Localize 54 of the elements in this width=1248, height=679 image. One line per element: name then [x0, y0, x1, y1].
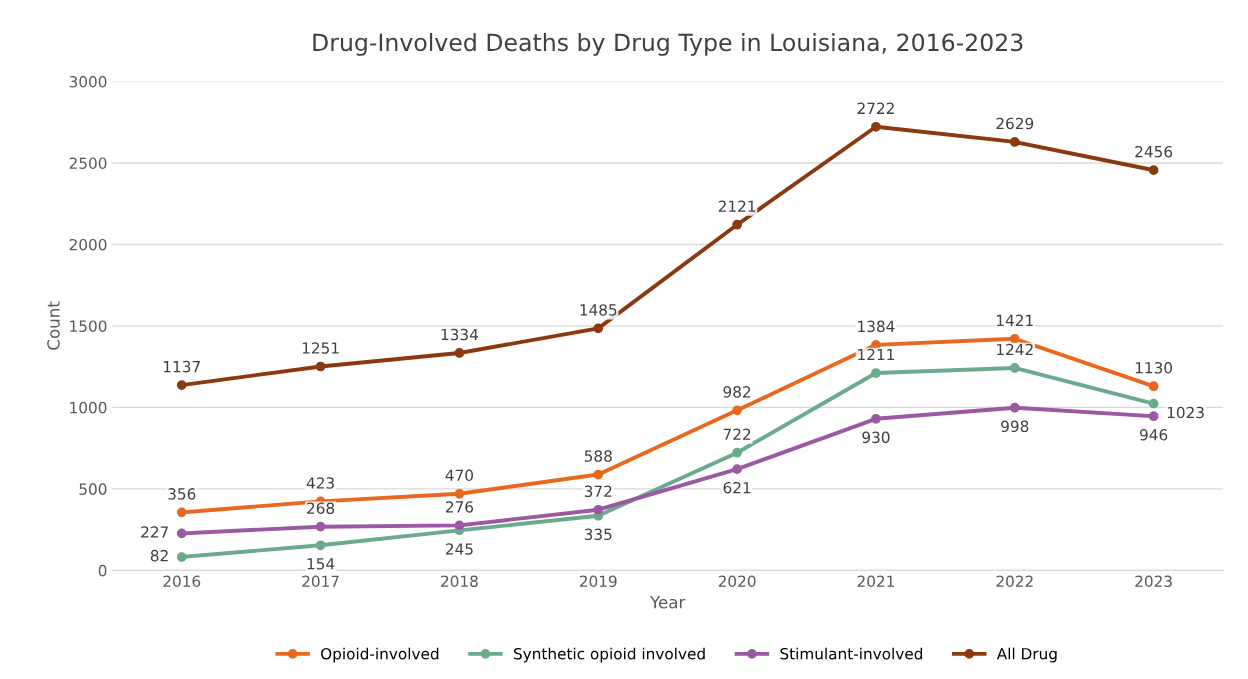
chart-title: Drug-Involved Deaths by Drug Type in Louisiana, 2016-2023	[313, 32, 1023, 56]
data-label: 268	[307, 502, 335, 514]
data-label: 2629	[996, 117, 1034, 130]
legend-label: Opioid-involved	[321, 647, 439, 663]
x-tick-label: 2021	[857, 575, 894, 588]
data-label: 1023	[1167, 406, 1204, 419]
data-label: 1211	[858, 348, 894, 361]
data-label: 423	[306, 477, 334, 489]
data-label: 245	[445, 543, 473, 555]
x-axis-title: Year	[650, 596, 686, 609]
data-label: 982	[723, 386, 751, 398]
data-label: 1334	[441, 328, 478, 341]
y-tick-label: 2000	[69, 238, 107, 251]
y-tick-label: 1000	[70, 401, 107, 414]
x-tick-label: 2020	[718, 575, 756, 588]
data-label: 1251	[302, 342, 339, 354]
data-label: 2722	[857, 102, 894, 114]
y-tick-label: 500	[79, 483, 107, 495]
data-label: 1130	[1135, 361, 1173, 374]
data-label: 2121	[718, 200, 756, 212]
data-label: 1384	[858, 320, 895, 333]
data-label: 470	[445, 469, 473, 482]
y-tick-label: 0	[98, 564, 107, 577]
x-tick-label: 2022	[996, 575, 1033, 588]
data-label: 2456	[1135, 145, 1173, 158]
data-label: 356	[168, 488, 196, 500]
x-tick-label: 2019	[579, 575, 617, 588]
legend-label: All Drug	[996, 647, 1057, 663]
x-tick-label: 2016	[163, 575, 201, 588]
data-label: 1421	[997, 314, 1033, 326]
data-label: 276	[445, 501, 474, 513]
y-tick-label: 3000	[69, 75, 107, 88]
data-label: 722	[723, 428, 751, 440]
y-tick-label: 2500	[69, 157, 107, 169]
legend-label: Stimulant-involved	[780, 647, 923, 660]
data-label: 1137	[163, 360, 200, 373]
x-tick-label: 2023	[1135, 575, 1172, 588]
y-axis-title: Count	[47, 301, 60, 350]
data-label: 82	[150, 549, 168, 562]
y-tick-label: 1500	[70, 320, 107, 332]
data-label: 930	[862, 431, 890, 444]
data-label: 372	[584, 485, 612, 498]
data-label: 335	[584, 528, 612, 541]
x-tick-label: 2018	[441, 575, 478, 588]
data-label: 1485	[580, 304, 617, 316]
data-label: 946	[1140, 428, 1168, 441]
data-label: 998	[1001, 420, 1029, 433]
x-tick-label: 2017	[302, 575, 339, 588]
data-label: 588	[584, 450, 612, 462]
data-label: 621	[723, 481, 751, 494]
legend-label: Synthetic opioid involved	[513, 647, 705, 663]
data-label: 1242	[997, 343, 1033, 356]
data-label: 227	[141, 526, 168, 538]
data-label: 154	[307, 558, 335, 570]
